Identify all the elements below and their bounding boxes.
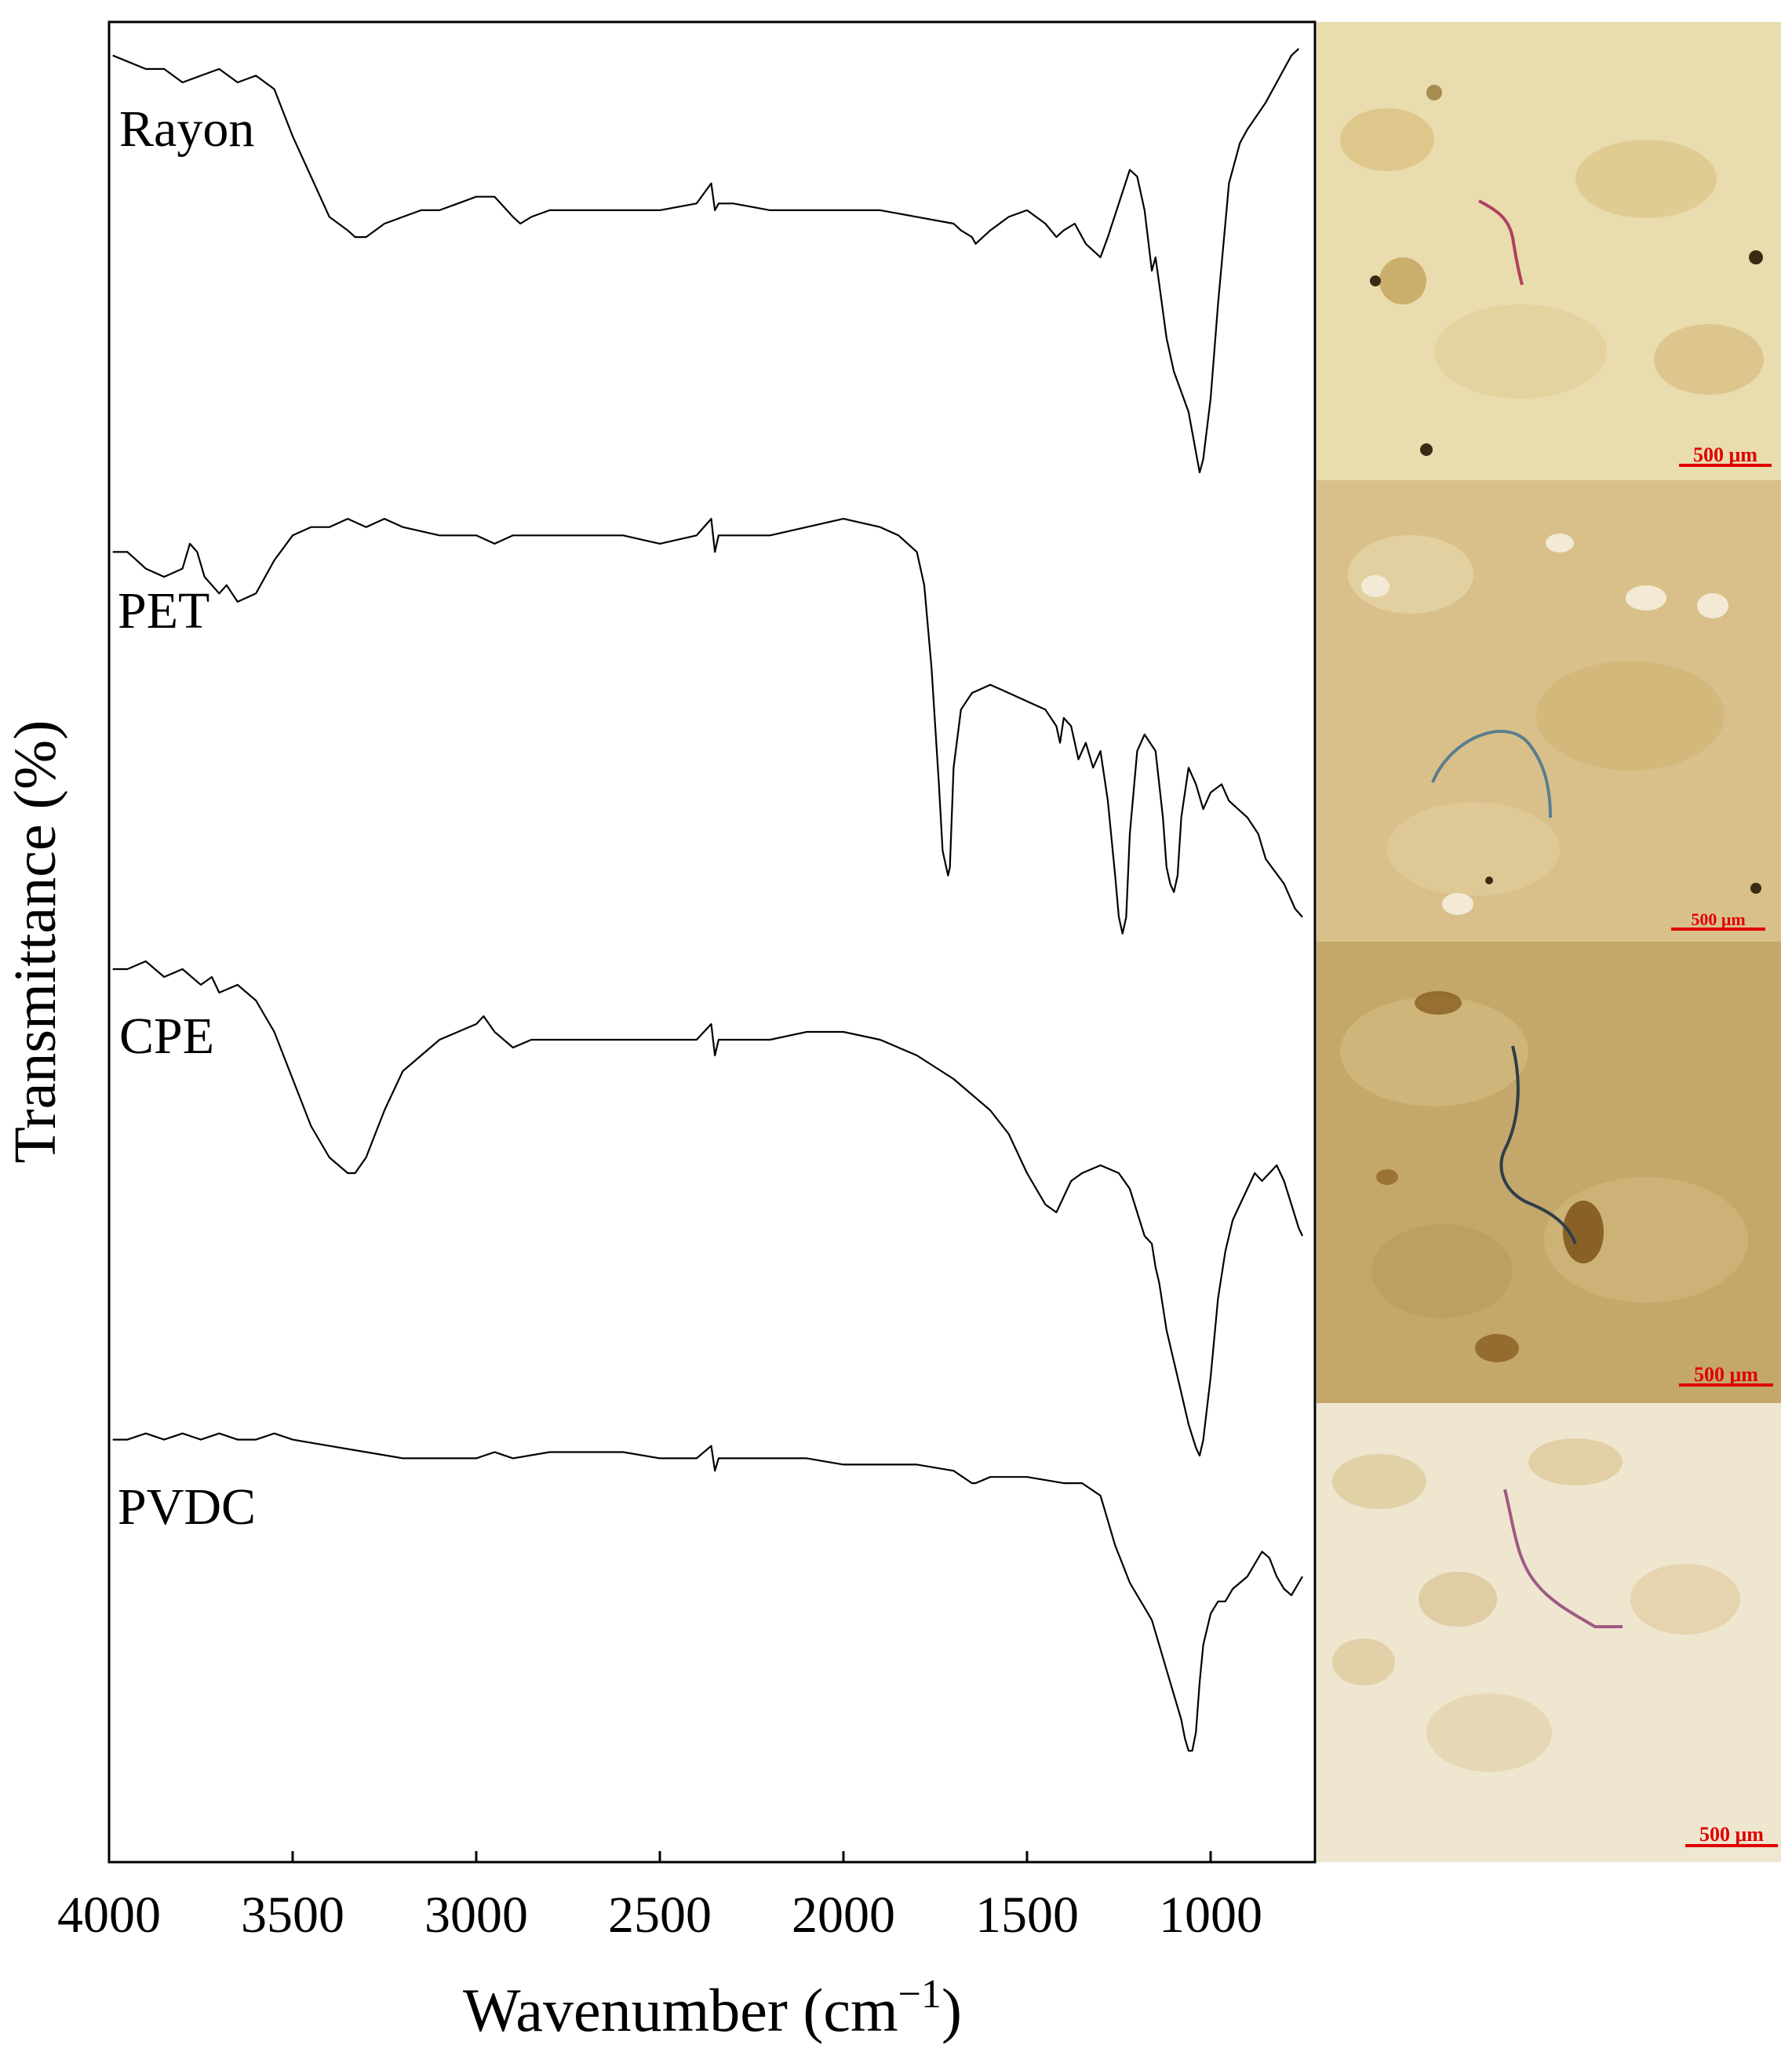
x-tick-label: 4000 (57, 1886, 161, 1944)
scale-label-pvdc: 500 μm (1699, 1823, 1764, 1846)
micrograph-rayon-image: 500 μm (1317, 22, 1781, 480)
spectrum-line-pet (112, 518, 1303, 935)
spectrum-line-cpe (112, 960, 1303, 1457)
series-label-rayon: Rayon (119, 100, 254, 158)
scale-label-cpe: 500 μm (1694, 1363, 1758, 1386)
x-axis-label-close: ) (942, 1976, 962, 2044)
series-label-pvdc: PVDC (118, 1478, 256, 1536)
micrograph-rayon: 500 μm (1317, 22, 1781, 480)
x-tick-label: 1000 (1159, 1886, 1262, 1944)
scale-label-rayon: 500 μm (1693, 443, 1757, 466)
spectra-group (112, 48, 1303, 1752)
micrograph-cpe-image: 500 μm (1317, 942, 1781, 1403)
scale-label-pet: 500 μm (1691, 909, 1745, 929)
x-axis-label-main: Wavenumber (cm (463, 1976, 898, 2044)
micrograph-pvdc-image: 500 μm (1317, 1403, 1781, 1862)
x-tick-label: 2000 (792, 1886, 895, 1944)
x-tick-label: 3000 (424, 1886, 528, 1944)
x-axis-ticks: 4000 3500 3000 2500 2000 1500 1000 (57, 1851, 1262, 1944)
spectrum-line-rayon (112, 48, 1300, 474)
plot-frame (107, 20, 1317, 1864)
micrograph-pvdc: 500 μm (1317, 1403, 1781, 1862)
series-label-cpe: CPE (119, 1008, 214, 1065)
x-tick-label: 1500 (975, 1886, 1079, 1944)
x-tick-label: 3500 (241, 1886, 344, 1944)
y-axis-label: Transmittance (%) (2, 720, 68, 1164)
spectrum-line-pvdc (112, 1432, 1303, 1752)
x-axis-label-superscript: −1 (898, 1972, 942, 2017)
micrograph-cpe: 500 μm (1317, 942, 1781, 1403)
micrograph-pet-image: 500 μm (1317, 480, 1781, 942)
micrograph-pet: 500 μm (1317, 480, 1781, 942)
series-label-pet: PET (118, 582, 209, 640)
x-tick-label: 2500 (608, 1886, 712, 1944)
x-axis-label: Wavenumber (cm−1) (463, 1972, 962, 2044)
